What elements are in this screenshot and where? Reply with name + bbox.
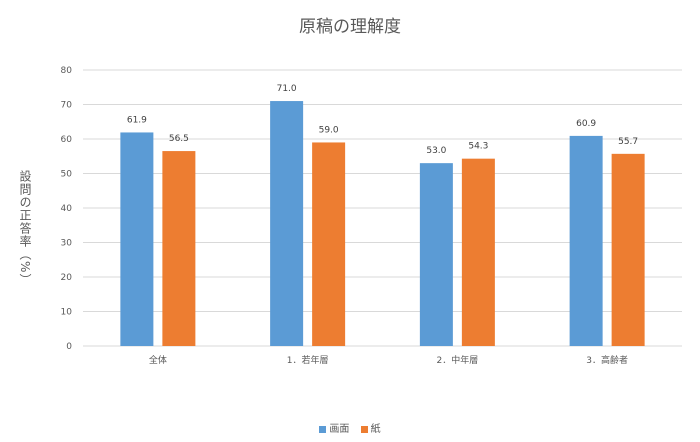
- bar: [120, 132, 154, 346]
- data-label: 54.3: [468, 142, 488, 152]
- x-tick-label: 全体: [149, 354, 167, 366]
- legend-swatch-paper: [360, 425, 368, 433]
- data-label: 56.5: [169, 134, 189, 144]
- legend-item-screen: 画面: [319, 420, 349, 435]
- data-label: 55.7: [618, 137, 638, 147]
- y-tick-label: 50: [61, 170, 73, 180]
- y-axis-label: 設問の正答率（%）: [18, 170, 32, 287]
- x-tick-label: 2．中年層: [437, 354, 479, 366]
- bar: [419, 163, 453, 346]
- y-tick-label: 80: [61, 66, 73, 76]
- y-tick-label: 0: [66, 342, 72, 352]
- y-tick-label: 20: [61, 273, 73, 283]
- bar: [162, 151, 196, 346]
- bar: [270, 101, 304, 346]
- x-tick-label: 1．若年層: [287, 354, 329, 366]
- data-label: 53.0: [426, 146, 446, 156]
- bar: [461, 158, 495, 346]
- data-label: 59.0: [319, 125, 339, 135]
- y-tick-label: 60: [61, 135, 73, 145]
- bar: [569, 135, 603, 346]
- legend-label-paper: 紙: [370, 424, 381, 435]
- y-tick-label: 70: [61, 101, 73, 111]
- chart-title: 原稿の理解度: [299, 17, 401, 37]
- data-label: 71.0: [277, 84, 297, 94]
- legend-item-paper: 紙: [360, 420, 381, 435]
- x-tick-label: 3．高齢者: [586, 354, 628, 366]
- legend-swatch-screen: [319, 425, 327, 433]
- y-tick-label: 40: [61, 204, 73, 214]
- bar: [611, 153, 645, 346]
- data-label: 61.9: [127, 115, 147, 125]
- y-tick-label: 30: [61, 239, 73, 249]
- legend: 画面 紙: [0, 420, 700, 435]
- y-tick-label: 10: [61, 308, 73, 318]
- legend-label-screen: 画面: [329, 424, 350, 435]
- bar: [312, 142, 346, 346]
- data-label: 60.9: [576, 119, 596, 129]
